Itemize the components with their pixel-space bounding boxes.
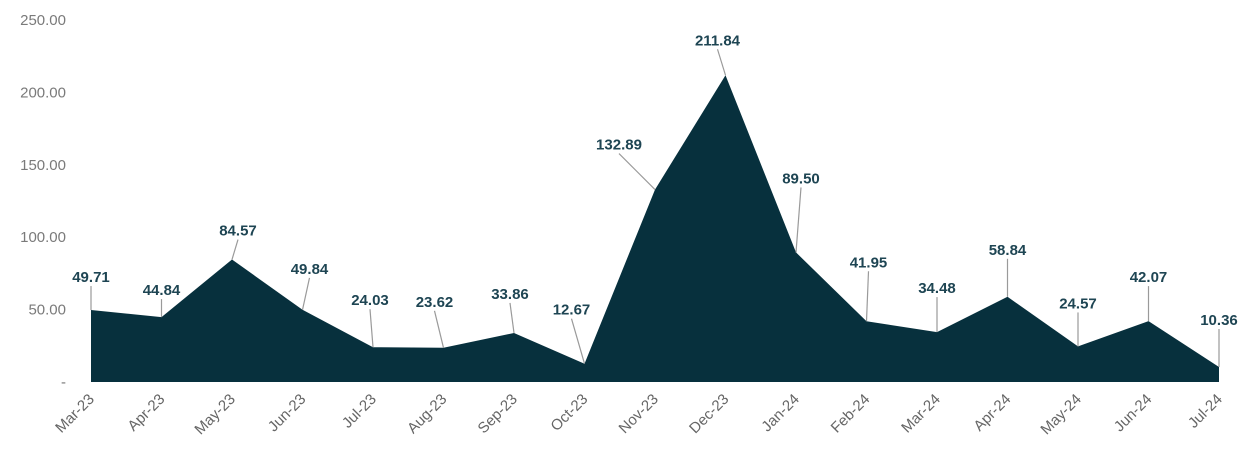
leader-line xyxy=(716,49,727,76)
leader-line xyxy=(433,310,445,348)
x-tick-label: Apr-24 xyxy=(970,391,1014,435)
y-tick-label: 50.00 xyxy=(28,302,66,319)
x-tick-label: Jan-24 xyxy=(758,391,802,435)
data-label: 41.95 xyxy=(850,254,888,271)
x-tick-label: Jul-23 xyxy=(339,391,380,432)
data-label: 10.36 xyxy=(1200,312,1238,329)
leader-line xyxy=(369,309,374,348)
leader-line xyxy=(570,318,586,364)
y-tick-label: 100.00 xyxy=(20,229,66,246)
x-tick-label: May-24 xyxy=(1037,391,1084,438)
x-tick-label: Jul-24 xyxy=(1185,391,1226,432)
leader-line xyxy=(865,271,870,322)
data-label: 24.03 xyxy=(351,292,389,309)
data-label: 34.48 xyxy=(918,280,956,297)
data-label: 211.84 xyxy=(695,32,741,49)
x-tick-label: May-23 xyxy=(191,391,238,438)
x-tick-label: Oct-23 xyxy=(547,391,591,435)
data-label: 49.71 xyxy=(72,269,110,286)
x-tick-label: Mar-24 xyxy=(898,391,944,437)
x-tick-label: Mar-23 xyxy=(52,391,98,437)
x-axis: Mar-23 Apr-23 May-23 Jun-23 Jul-23 Aug-23 Sep-… xyxy=(52,391,1226,438)
y-tick-label: - xyxy=(61,374,66,391)
x-tick-label: Apr-23 xyxy=(124,391,168,435)
data-label: 42.07 xyxy=(1130,269,1168,286)
data-label: 132.89 xyxy=(596,137,642,154)
x-tick-label: Nov-23 xyxy=(616,391,662,437)
data-label: 49.84 xyxy=(291,261,329,278)
x-tick-label: Feb-24 xyxy=(828,391,874,437)
leader-line xyxy=(509,302,515,334)
area-series xyxy=(91,75,1219,383)
area-layer xyxy=(90,75,1220,383)
x-tick-label: Sep-23 xyxy=(475,391,521,437)
data-label: 24.57 xyxy=(1059,295,1097,312)
data-label: 12.67 xyxy=(553,302,591,319)
y-axis: - 50.00 100.00 150.00 200.00 250.00 xyxy=(20,12,66,391)
data-label: 23.62 xyxy=(416,294,454,311)
leader-line xyxy=(618,153,656,190)
data-label: 33.86 xyxy=(491,286,529,303)
x-tick-label: Jun-24 xyxy=(1111,391,1155,435)
leader-lines xyxy=(90,49,1220,367)
y-tick-label: 250.00 xyxy=(20,12,66,29)
data-label: 44.84 xyxy=(143,282,181,299)
data-label: 84.57 xyxy=(219,223,257,240)
x-tick-label: Aug-23 xyxy=(404,391,450,437)
leader-line xyxy=(301,277,311,310)
data-labels: 49.71 44.84 84.57 49.84 24.03 23.62 33.86 12.67… xyxy=(72,32,1238,329)
x-tick-label: Dec-23 xyxy=(686,391,732,437)
leader-line xyxy=(795,187,802,253)
data-label: 89.50 xyxy=(782,170,820,187)
x-tick-label: Jun-23 xyxy=(265,391,309,435)
y-tick-label: 150.00 xyxy=(20,157,66,174)
leader-line xyxy=(231,239,239,260)
data-label: 58.84 xyxy=(989,242,1027,259)
y-tick-label: 200.00 xyxy=(20,84,66,101)
